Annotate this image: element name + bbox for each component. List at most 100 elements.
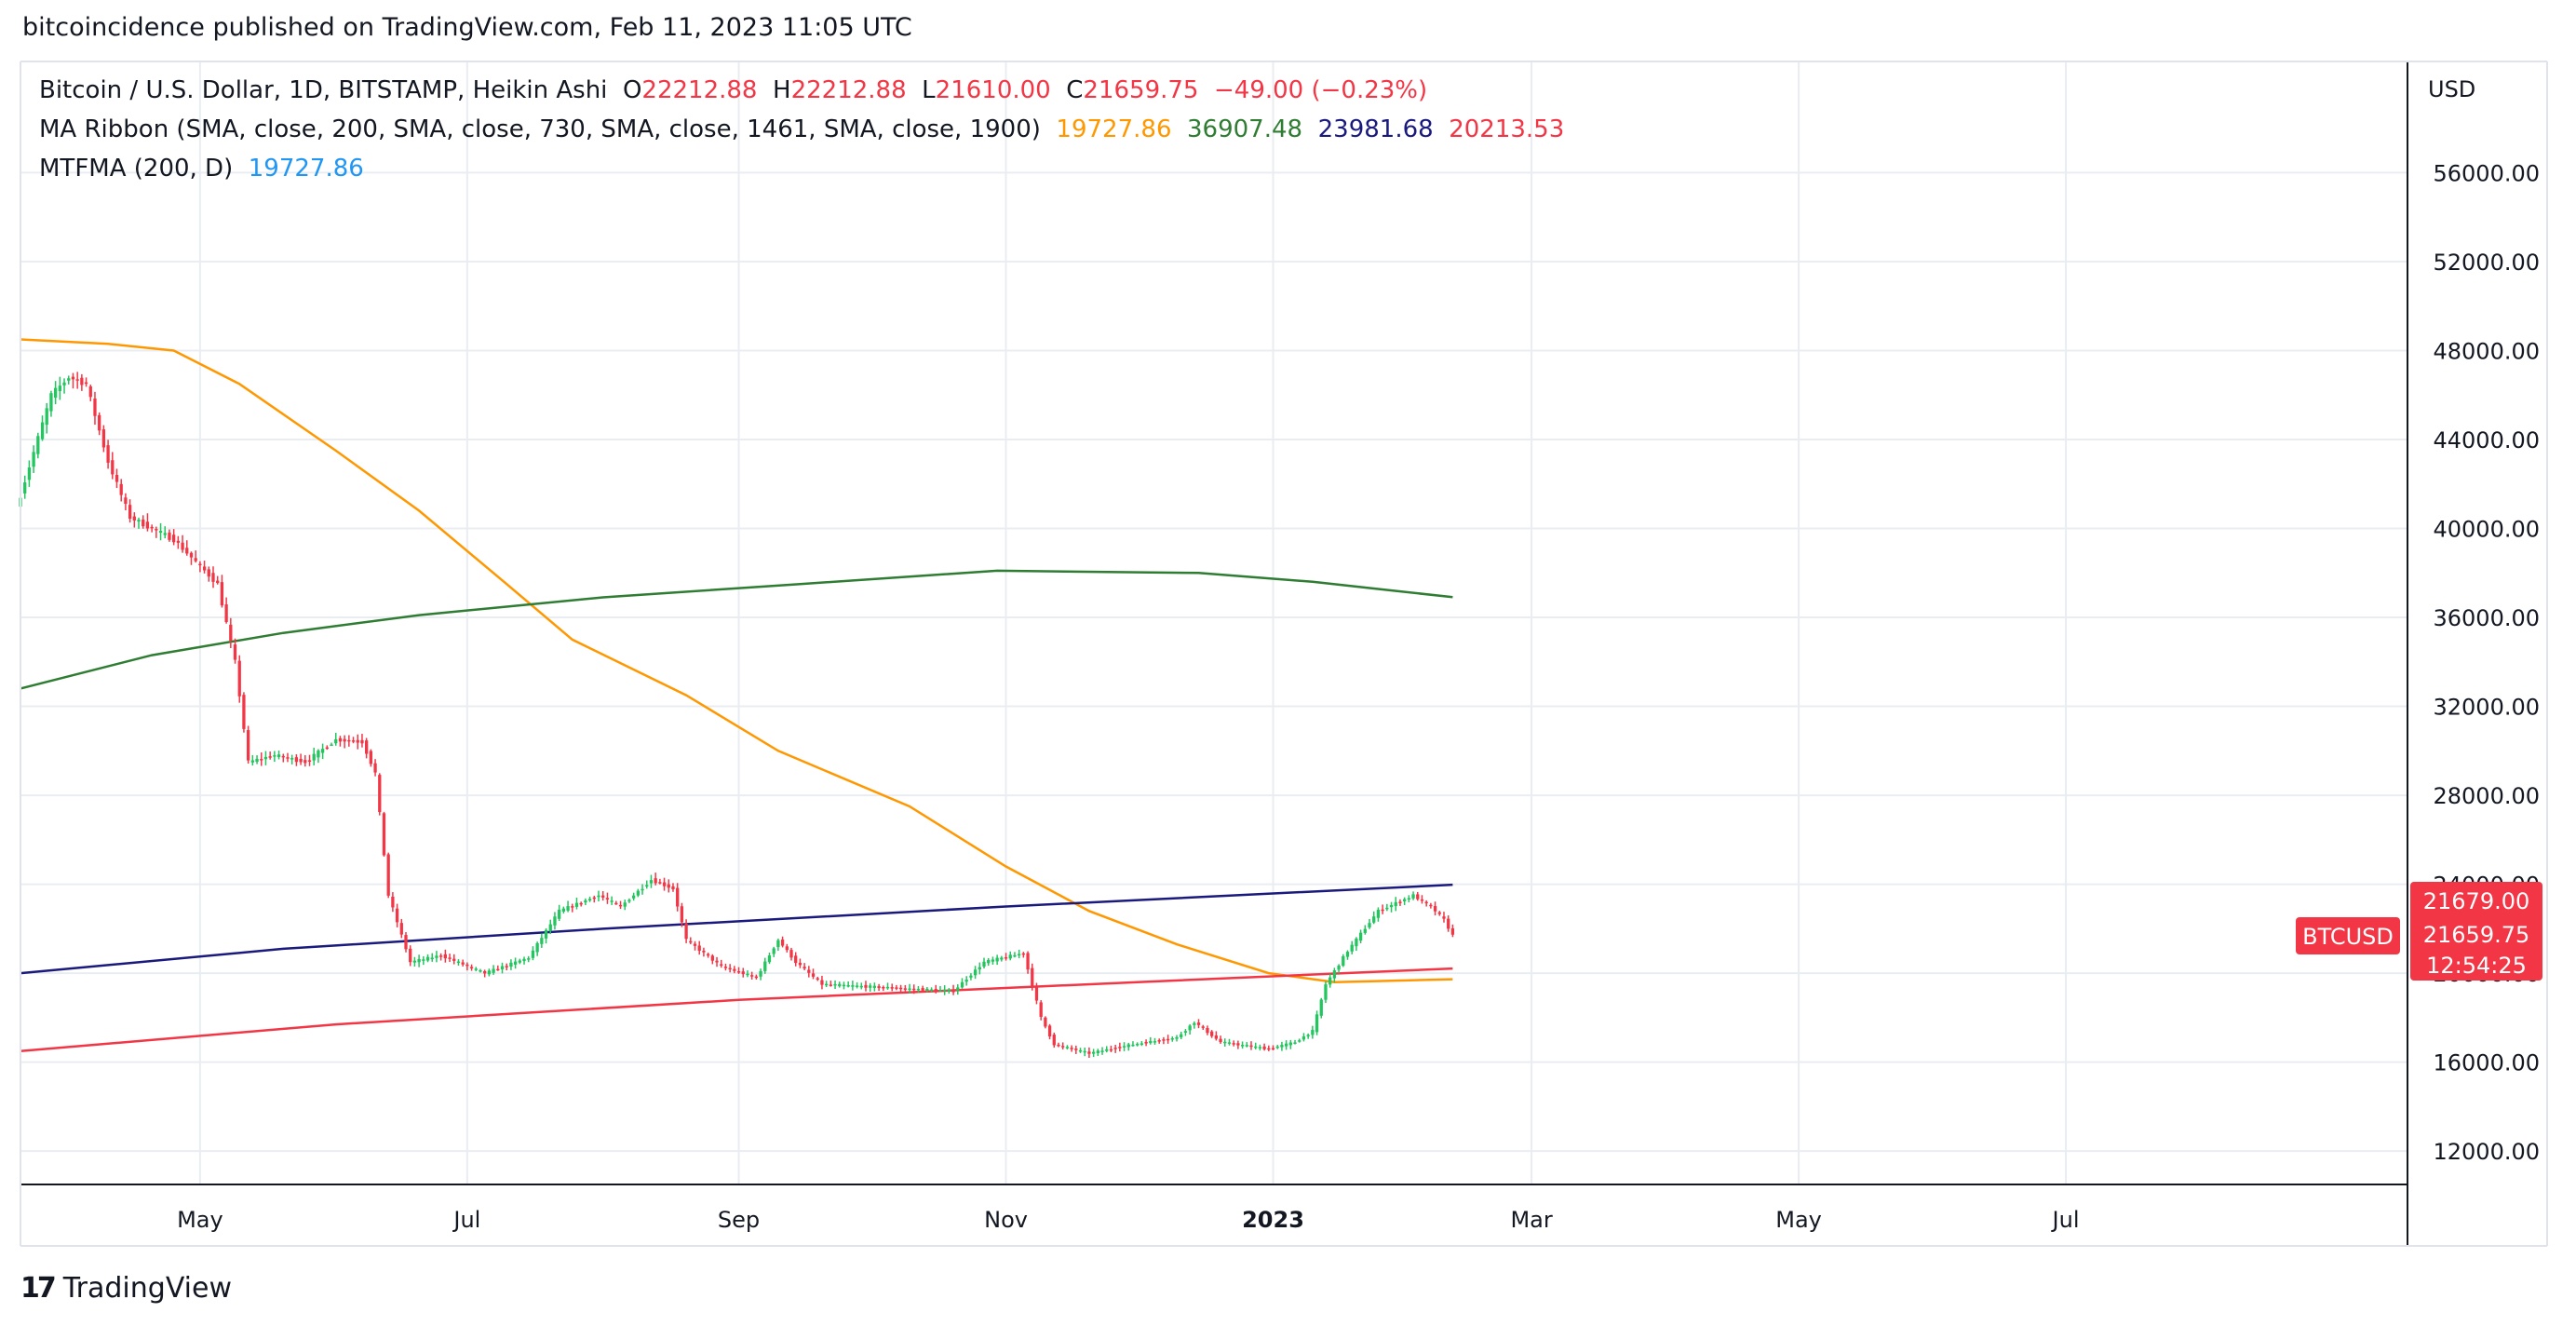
candle-body xyxy=(334,738,338,744)
candle-body xyxy=(487,970,492,975)
candle-body xyxy=(623,902,627,907)
candle-body xyxy=(1293,1042,1297,1044)
candle-body xyxy=(574,902,579,907)
candle-body xyxy=(1298,1040,1301,1042)
candle-body xyxy=(211,573,215,582)
candle-body xyxy=(654,878,657,884)
candle-body xyxy=(106,445,110,463)
candle-body xyxy=(1433,906,1437,912)
candle-body xyxy=(960,981,964,988)
candle-body xyxy=(119,483,123,495)
price-axis-label: 16000.00 xyxy=(2433,1050,2540,1076)
candle-body xyxy=(294,757,299,763)
candle-body xyxy=(579,902,583,905)
candle-body xyxy=(1411,894,1415,899)
candle-body xyxy=(1245,1045,1248,1047)
candle-body xyxy=(1236,1043,1240,1046)
candle-body xyxy=(1021,953,1025,955)
candle-body xyxy=(746,973,749,976)
price-tag-bg xyxy=(2410,882,2542,981)
candle-body xyxy=(168,532,171,540)
candle-body xyxy=(1105,1049,1109,1051)
time-axis-labels[interactable]: May Jul Sep Nov 2023 Mar May Jul xyxy=(177,1207,2079,1233)
mtfma-value: 19727.86 xyxy=(248,155,364,183)
candle-body xyxy=(1188,1025,1192,1031)
candle-body xyxy=(1219,1038,1222,1043)
candle-body xyxy=(1096,1050,1099,1054)
candle-body xyxy=(360,739,364,744)
candle-body xyxy=(422,959,425,961)
candle-body xyxy=(399,923,403,935)
candle-body xyxy=(916,988,921,991)
candle-body xyxy=(1122,1046,1126,1048)
candle-body xyxy=(75,379,79,381)
candle-body xyxy=(229,624,233,641)
candle-body xyxy=(855,985,859,987)
candle-body xyxy=(325,747,329,750)
candle-body xyxy=(84,382,88,385)
time-axis-label: Jul xyxy=(2051,1207,2080,1233)
candle-body xyxy=(869,985,872,988)
candle-body xyxy=(592,897,596,900)
candle-body xyxy=(1126,1044,1130,1048)
candle-body xyxy=(62,382,66,386)
candle-body xyxy=(461,962,465,965)
candle-body xyxy=(921,988,924,991)
price-axis-label: 52000.00 xyxy=(2433,250,2540,276)
candle-body xyxy=(1280,1045,1284,1048)
candle-body xyxy=(145,521,150,529)
candle-body xyxy=(373,763,377,773)
candle-body xyxy=(951,989,955,993)
candle-body xyxy=(268,756,272,758)
candle-body xyxy=(1315,1014,1319,1033)
candle-body xyxy=(1381,909,1384,912)
candle-body xyxy=(1166,1038,1170,1041)
candle-body xyxy=(448,957,452,959)
candle-body xyxy=(697,945,701,952)
candle-body xyxy=(798,962,802,966)
price-axis-labels[interactable]: 12000.0016000.0020000.0024000.0028000.00… xyxy=(2433,160,2540,1165)
candle-body xyxy=(299,758,303,763)
candle-body xyxy=(438,955,443,957)
candle-body xyxy=(1091,1051,1096,1054)
footer-logo[interactable]: 17 TradingView xyxy=(20,1272,232,1305)
candle-body xyxy=(198,563,202,566)
candle-body xyxy=(558,909,561,919)
candle-body xyxy=(492,968,495,973)
ma-ribbon-legend[interactable]: MA Ribbon (SMA, close, 200, SMA, close, … xyxy=(39,115,1564,143)
candle-body xyxy=(115,474,119,482)
open-label: O xyxy=(622,76,642,104)
candle-body xyxy=(890,987,894,989)
candle-body xyxy=(964,980,968,982)
candle-body xyxy=(303,760,307,764)
candle-body xyxy=(601,895,605,898)
candle-body xyxy=(479,970,482,972)
candle-body xyxy=(720,964,723,966)
candle-body xyxy=(1262,1046,1266,1049)
mtfma-legend[interactable]: MTFMA (200, D) 19727.86 xyxy=(39,155,364,183)
candle-body xyxy=(991,959,995,962)
low-value: 21610.00 xyxy=(935,76,1051,104)
candlestick-series xyxy=(19,372,1455,1059)
candle-body xyxy=(351,740,356,742)
candle-body xyxy=(566,906,570,911)
symbol-legend[interactable]: Bitcoin / U.S. Dollar, 1D, BITSTAMP, Hei… xyxy=(39,76,1427,104)
candle-body xyxy=(1301,1035,1306,1040)
candle-body xyxy=(391,896,395,908)
candle-body xyxy=(1284,1043,1288,1047)
ma-line xyxy=(20,569,1453,690)
candle-body xyxy=(527,958,531,960)
candle-body xyxy=(417,959,421,963)
candle-body xyxy=(1368,923,1371,928)
candle-body xyxy=(715,960,719,963)
candle-body xyxy=(1416,894,1420,900)
price-axis-label: 28000.00 xyxy=(2433,783,2540,809)
time-axis-label: 2023 xyxy=(1242,1207,1304,1233)
candle-body xyxy=(1288,1042,1292,1046)
candle-body xyxy=(382,813,386,856)
candle-body xyxy=(1144,1041,1148,1044)
candle-body xyxy=(597,895,600,898)
candle-body xyxy=(754,976,759,979)
price-tags: BTCUSD 21679.00 21659.75 12:54:25 xyxy=(2296,882,2542,981)
